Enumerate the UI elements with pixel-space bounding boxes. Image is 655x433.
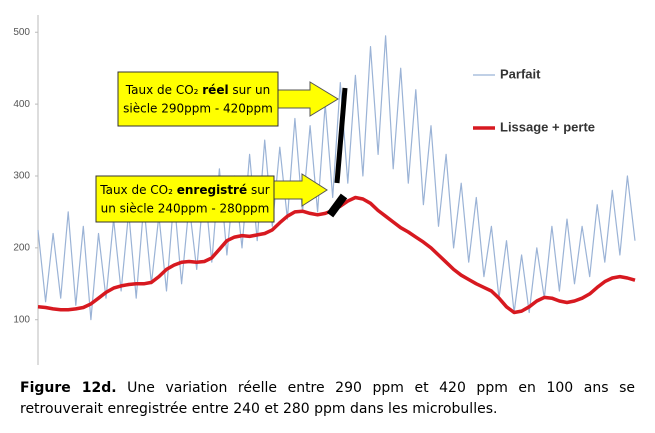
annotation-box — [95, 175, 275, 223]
annotation-box — [117, 71, 279, 127]
range-line — [326, 193, 348, 218]
annotation-text: Taux de CO₂ enregistré sur — [99, 183, 270, 197]
annotation: Taux de CO₂ réel sur un siècle 290ppm - … — [117, 71, 348, 184]
y-tick-label: 500 — [13, 27, 30, 38]
legend-label: Parfait — [500, 66, 541, 81]
y-tick-label: 400 — [13, 99, 30, 110]
y-tick-label: 200 — [13, 242, 30, 253]
annotation-text: réel — [202, 83, 228, 97]
chart: Taux de CO₂ réel sur un siècle 290ppm - … — [13, 15, 636, 365]
annotation-text: sur — [247, 183, 270, 197]
caption: Figure 12d. Une variation réelle entre 2… — [20, 378, 635, 420]
annotation-text: sur un — [229, 83, 271, 97]
legend-label: Lissage + perte — [500, 119, 595, 134]
annotation-text: Taux de CO₂ — [125, 83, 202, 97]
arrow — [271, 173, 328, 207]
caption-text: Une variation réelle entre 290 ppm et 42… — [20, 380, 636, 417]
y-tick-label: 100 — [13, 314, 30, 325]
annotation-text: siècle 290ppm - 420ppm — [123, 102, 273, 116]
arrow — [275, 81, 339, 117]
annotation-text: Taux de CO₂ — [99, 183, 176, 197]
caption-label: Figure 12d. — [20, 380, 117, 396]
annotation: Taux de CO₂ enregistré sur un siècle 240… — [95, 173, 348, 223]
y-tick-label: 300 — [13, 171, 30, 182]
annotation-text: un siècle 240ppm - 280ppm — [101, 202, 270, 216]
range-line — [334, 87, 348, 184]
annotation-text: Taux de CO₂ réel sur un — [125, 83, 270, 97]
annotation-text: enregistré — [177, 183, 247, 197]
